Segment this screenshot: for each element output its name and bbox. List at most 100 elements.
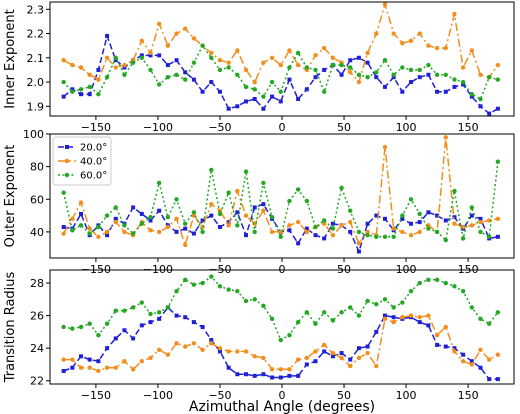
data-point [61,231,66,236]
data-point [295,50,301,56]
data-point [478,229,483,235]
data-point [122,62,127,68]
data-point [96,67,101,72]
data-point [417,280,422,286]
data-point [235,288,240,294]
series-1-2 [61,1,501,85]
data-point [495,216,501,222]
y-axis-label: Inner Exponent [3,9,18,108]
data-point [183,344,188,349]
data-point [391,234,396,239]
x-tick-label: −150 [81,389,111,402]
data-point [78,324,84,330]
y-tick-label: 1.9 [27,100,45,113]
data-point [469,94,474,99]
data-point [356,346,361,351]
data-point [339,310,344,315]
x-tick-label: 100 [396,121,417,134]
x-axis-label: Azimuthal Angle (degrees) [189,399,375,414]
data-point [226,365,231,370]
data-point [348,219,353,225]
data-point [461,352,466,357]
data-point [252,373,257,378]
data-point [443,135,448,140]
data-point [408,232,414,238]
data-point [434,72,440,77]
data-point [409,80,414,85]
data-point [87,365,92,370]
data-point [304,229,310,235]
data-point [452,284,457,289]
data-point [426,43,431,48]
data-point [348,305,353,310]
data-point [417,229,422,235]
data-point [183,315,188,320]
data-point [382,84,387,89]
data-point [287,332,292,338]
data-point [322,67,327,72]
data-point [261,208,266,213]
data-point [452,84,457,89]
data-point [200,280,205,286]
data-point [61,94,66,99]
data-point [287,198,292,204]
data-point [78,365,84,370]
data-point [374,75,379,80]
data-point [174,313,179,318]
data-point [139,211,144,216]
data-point [96,332,101,338]
data-point [122,65,127,70]
data-point [113,336,118,341]
data-point [191,320,196,325]
data-point [261,180,266,186]
data-point [296,241,301,246]
data-point [235,48,240,53]
data-point [235,223,240,228]
data-point [244,233,249,238]
data-point [417,67,422,73]
data-point [356,55,361,60]
data-point [304,355,310,361]
data-point [287,228,292,233]
data-point [96,234,101,239]
data-point [183,26,188,31]
data-point [417,211,422,217]
data-point [287,65,292,70]
data-point [391,305,396,310]
legend-label: 20.0° [80,143,107,154]
data-point [217,225,222,229]
data-point [400,300,405,305]
data-point [226,190,231,195]
data-point [469,359,474,364]
data-point [269,215,275,220]
data-point [174,197,179,202]
panel-3: −150 −100 −50 0 50 100 150 22 24 26 28 Transition R… [3,269,515,414]
data-point [165,305,171,310]
data-point [348,70,353,75]
data-point [287,367,292,372]
data-point [469,213,474,218]
data-point [434,45,440,51]
data-point [261,106,266,111]
data-point [70,326,75,331]
data-point [235,188,240,194]
data-point [226,220,231,225]
data-point [174,216,179,222]
data-point [417,31,422,36]
data-point [269,316,275,322]
data-point [321,342,327,348]
data-point [130,305,136,310]
data-point [183,70,188,75]
data-point [130,367,136,372]
data-point [113,365,118,370]
data-point [374,234,379,239]
data-point [400,89,405,94]
data-point [226,223,231,228]
x-tick-label: 0 [279,389,286,402]
data-point [469,362,475,367]
y-tick-label: 40 [30,226,44,239]
data-point [426,313,431,318]
y-tick-label: 2.2 [27,28,45,41]
data-point [139,300,145,305]
